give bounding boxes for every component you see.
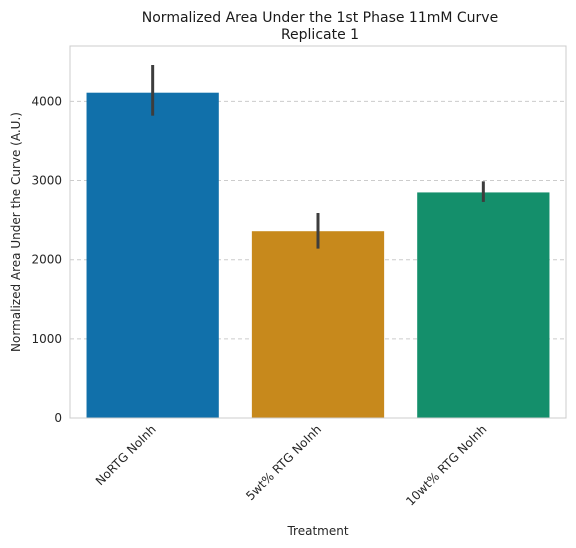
bar (417, 192, 550, 418)
error-bars (151, 64, 485, 249)
bar (86, 92, 219, 418)
x-tick-label: 5wt% RTG NoInh (243, 422, 324, 503)
x-tick-label: NoRTG NoInh (93, 422, 159, 488)
y-tick-label: 3000 (31, 174, 62, 188)
plot-frame (69, 45, 567, 419)
y-axis-ticks: 0 1000 2000 3000 4000 (31, 94, 62, 425)
x-tick-label: 10wt% RTG NoInh (403, 422, 489, 508)
chart-subtitle: Replicate 1 (281, 27, 359, 43)
bars (86, 92, 550, 418)
y-tick-label: 1000 (31, 332, 62, 346)
bar (251, 231, 385, 418)
y-tick-label: 2000 (31, 253, 62, 267)
x-axis-label: Treatment (286, 524, 348, 538)
y-tick-label: 0 (54, 411, 62, 425)
chart-title: Normalized Area Under the 1st Phase 11mM… (142, 10, 498, 26)
y-tick-label: 4000 (31, 94, 62, 108)
y-axis-label: Normalized Area Under the Curve (A.U.) (9, 112, 23, 352)
x-axis-ticks: NoRTG NoInh 5wt% RTG NoInh 10wt% RTG NoInh (93, 422, 490, 508)
